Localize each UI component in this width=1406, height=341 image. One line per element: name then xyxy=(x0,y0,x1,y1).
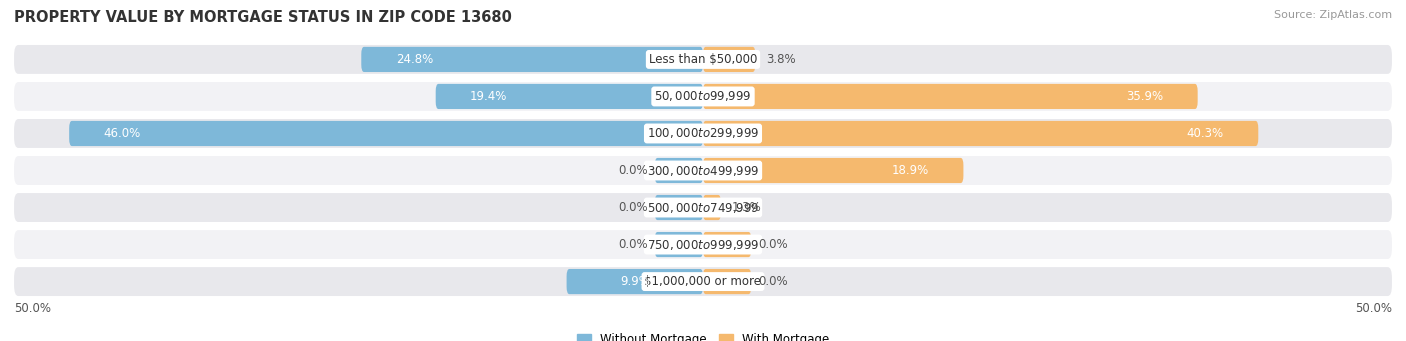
FancyBboxPatch shape xyxy=(361,47,703,72)
FancyBboxPatch shape xyxy=(14,156,1392,185)
FancyBboxPatch shape xyxy=(567,269,703,294)
FancyBboxPatch shape xyxy=(14,82,1392,111)
Text: 9.9%: 9.9% xyxy=(620,275,650,288)
Text: 40.3%: 40.3% xyxy=(1187,127,1223,140)
Text: $50,000 to $99,999: $50,000 to $99,999 xyxy=(654,89,752,103)
FancyBboxPatch shape xyxy=(703,269,751,294)
Text: 18.9%: 18.9% xyxy=(891,164,929,177)
Text: Less than $50,000: Less than $50,000 xyxy=(648,53,758,66)
Text: 1.3%: 1.3% xyxy=(733,201,762,214)
FancyBboxPatch shape xyxy=(69,121,703,146)
FancyBboxPatch shape xyxy=(655,158,703,183)
FancyBboxPatch shape xyxy=(703,158,963,183)
FancyBboxPatch shape xyxy=(655,232,703,257)
FancyBboxPatch shape xyxy=(14,45,1392,74)
Legend: Without Mortgage, With Mortgage: Without Mortgage, With Mortgage xyxy=(572,329,834,341)
Text: $1,000,000 or more: $1,000,000 or more xyxy=(644,275,762,288)
Text: 19.4%: 19.4% xyxy=(470,90,508,103)
Text: 35.9%: 35.9% xyxy=(1126,90,1163,103)
FancyBboxPatch shape xyxy=(703,47,755,72)
Text: 0.0%: 0.0% xyxy=(758,275,787,288)
Text: 0.0%: 0.0% xyxy=(619,164,648,177)
FancyBboxPatch shape xyxy=(14,267,1392,296)
FancyBboxPatch shape xyxy=(436,84,703,109)
FancyBboxPatch shape xyxy=(703,195,721,220)
Text: 24.8%: 24.8% xyxy=(395,53,433,66)
Text: $100,000 to $299,999: $100,000 to $299,999 xyxy=(647,127,759,140)
FancyBboxPatch shape xyxy=(703,232,751,257)
Text: 50.0%: 50.0% xyxy=(14,302,51,315)
FancyBboxPatch shape xyxy=(703,121,1258,146)
FancyBboxPatch shape xyxy=(703,84,1198,109)
FancyBboxPatch shape xyxy=(655,195,703,220)
Text: PROPERTY VALUE BY MORTGAGE STATUS IN ZIP CODE 13680: PROPERTY VALUE BY MORTGAGE STATUS IN ZIP… xyxy=(14,10,512,25)
Text: 50.0%: 50.0% xyxy=(1355,302,1392,315)
FancyBboxPatch shape xyxy=(14,230,1392,259)
Text: $500,000 to $749,999: $500,000 to $749,999 xyxy=(647,201,759,214)
Text: Source: ZipAtlas.com: Source: ZipAtlas.com xyxy=(1274,10,1392,20)
Text: 3.8%: 3.8% xyxy=(766,53,796,66)
FancyBboxPatch shape xyxy=(14,119,1392,148)
Text: 0.0%: 0.0% xyxy=(619,201,648,214)
Text: $300,000 to $499,999: $300,000 to $499,999 xyxy=(647,163,759,178)
Text: 0.0%: 0.0% xyxy=(619,238,648,251)
FancyBboxPatch shape xyxy=(14,193,1392,222)
Text: 0.0%: 0.0% xyxy=(758,238,787,251)
Text: $750,000 to $999,999: $750,000 to $999,999 xyxy=(647,238,759,252)
Text: 46.0%: 46.0% xyxy=(104,127,141,140)
